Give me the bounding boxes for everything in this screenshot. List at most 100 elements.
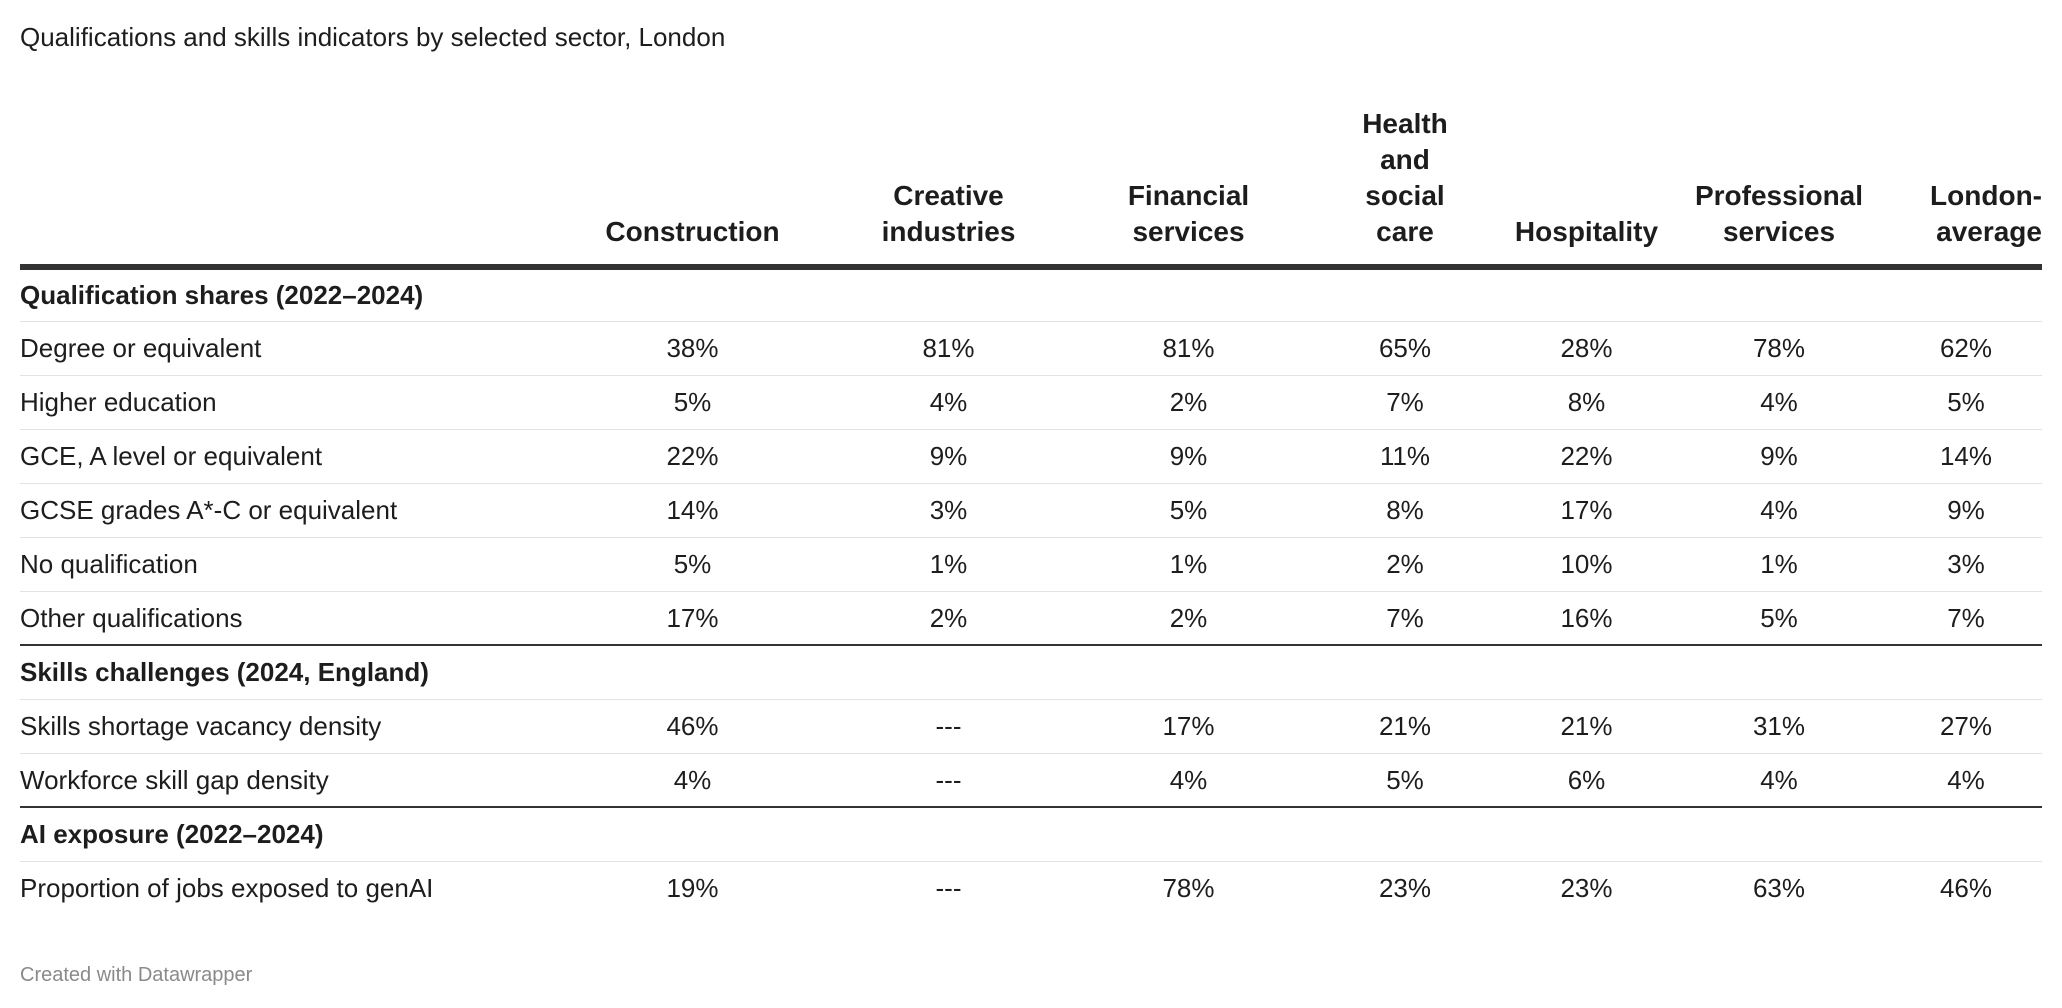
chart-title: Qualifications and skills indicators by …: [20, 22, 726, 52]
table-row: GCE, A level or equivalent 22% 9% 9% 11% 22% 9…: [20, 429, 2042, 484]
section-header-row: Qualification shares (2022–2024): [20, 267, 2042, 322]
value-cell: 19%: [666, 873, 719, 904]
value-cell: 11%: [1305, 429, 1505, 484]
value-cell: 3%: [1890, 537, 2042, 592]
value-cell: 21%: [1505, 699, 1668, 754]
value-cell: 4%: [560, 753, 825, 808]
table-row: No qualification 5% 1% 1% 2% 10% 1% 3%: [20, 537, 2042, 592]
value-cell: 21%: [1305, 699, 1505, 754]
value-cell: 14%: [1890, 429, 2042, 484]
value-cell: 22%: [1505, 429, 1668, 484]
value-cell: 9%: [825, 429, 1072, 484]
value-cell: 27%: [1890, 699, 2042, 754]
value-cell: 81%: [1072, 321, 1305, 376]
column-header-health-social-care: Health and social care: [1305, 106, 1505, 270]
value-cell: 6%: [1505, 753, 1668, 808]
value-cell: 4%: [1668, 753, 1890, 808]
value-cell: ---: [825, 699, 1072, 754]
value-cell: 9%: [1668, 429, 1890, 484]
value-cell: 9%: [1072, 429, 1305, 484]
value-cell: 46%: [560, 699, 825, 754]
column-header-financial-services: Financial services: [1072, 106, 1305, 270]
column-header-creative-industries: Creative industries: [825, 106, 1072, 270]
section-title: AI exposure (2022–2024): [20, 807, 2042, 862]
row-label: GCE, A level or equivalent: [20, 429, 560, 484]
header-cell-empty: [20, 106, 560, 270]
value-cell: 17%: [1072, 699, 1305, 754]
value-cell: 81%: [825, 321, 1072, 376]
table-row: Skills shortage vacancy density 46% --- 17%…: [20, 699, 2042, 754]
value-cell: 78%: [1162, 873, 1215, 904]
value-cell: 5%: [1072, 483, 1305, 538]
value-cell: 4%: [1668, 375, 1890, 430]
section-title: Skills challenges (2024, England): [20, 645, 2042, 700]
table-row: GCSE grades A*-C or equivalent 14% 3% 5% 8% 1…: [20, 483, 2042, 538]
value-cell: 7%: [1305, 591, 1505, 646]
value-cell: 7%: [1890, 591, 2042, 646]
column-header-professional-services: Professional services: [1668, 106, 1890, 270]
header-row: Construction Creative industries Financi…: [20, 106, 2042, 270]
value-cell: 5%: [560, 375, 825, 430]
value-cell: 23%: [1560, 873, 1613, 904]
table-row: Workforce skill gap density 4% --- 4% 5% 6% 4%…: [20, 753, 2042, 808]
table-row: Degree or equivalent 38% 81% 81% 65% 28% 78% 62…: [20, 321, 2042, 376]
section-header-row: Skills challenges (2024, England): [20, 645, 2042, 700]
value-cell: 14%: [560, 483, 825, 538]
value-cell: 17%: [560, 591, 825, 646]
data-table: Construction Creative industries Financi…: [20, 106, 2042, 915]
value-cell: 10%: [1505, 537, 1668, 592]
row-label: Higher education: [20, 375, 560, 430]
section-title: Qualification shares (2022–2024): [20, 267, 2042, 322]
column-header-hospitality: Hospitality: [1505, 106, 1668, 270]
value-cell: 5%: [1890, 375, 2042, 430]
value-cell: 17%: [1505, 483, 1668, 538]
value-cell: 22%: [560, 429, 825, 484]
value-cell: 8%: [1505, 375, 1668, 430]
value-cell: 38%: [560, 321, 825, 376]
table-row: Proportion of jobs exposed to genAI 19% --…: [20, 861, 2042, 915]
value-cell: 3%: [825, 483, 1072, 538]
column-header-construction: Construction: [560, 106, 825, 270]
value-cell: 78%: [1668, 321, 1890, 376]
table-row: Higher education 5% 4% 2% 7% 8% 4% 5%: [20, 375, 2042, 430]
value-cell: 1%: [1072, 537, 1305, 592]
value-cell: 5%: [560, 537, 825, 592]
row-label: Skills shortage vacancy density: [20, 699, 560, 754]
value-cell: ---: [935, 873, 962, 904]
value-cell: 4%: [825, 375, 1072, 430]
column-header-london-average: London- average: [1890, 106, 2042, 270]
section-header-row: AI exposure (2022–2024): [20, 807, 2042, 862]
value-cell: 8%: [1305, 483, 1505, 538]
value-cell: 5%: [1305, 753, 1505, 808]
value-cell: 1%: [825, 537, 1072, 592]
value-cell: 16%: [1505, 591, 1668, 646]
value-cell: 4%: [1890, 753, 2042, 808]
value-cell: 46%: [1939, 873, 1993, 904]
value-cell: ---: [825, 753, 1072, 808]
row-label: Workforce skill gap density: [20, 753, 560, 808]
value-cell: 2%: [1072, 591, 1305, 646]
value-cell: 28%: [1505, 321, 1668, 376]
value-cell: 1%: [1668, 537, 1890, 592]
table-row: Other qualifications 17% 2% 2% 7% 16% 5% 7%: [20, 591, 2042, 646]
footer-credit: Created with Datawrapper: [20, 964, 253, 986]
row-label: Proportion of jobs exposed to genAI: [20, 873, 434, 904]
value-cell: 62%: [1890, 321, 2042, 376]
value-cell: 9%: [1890, 483, 2042, 538]
value-cell: 31%: [1668, 699, 1890, 754]
table-body: Qualification shares (2022–2024) Degree o…: [20, 267, 2042, 915]
row-label: Other qualifications: [20, 591, 560, 646]
row-label: GCSE grades A*-C or equivalent: [20, 483, 560, 538]
value-cell: 4%: [1072, 753, 1305, 808]
row-label: No qualification: [20, 537, 560, 592]
row-label: Degree or equivalent: [20, 321, 560, 376]
value-cell: 65%: [1305, 321, 1505, 376]
value-cell: 4%: [1668, 483, 1890, 538]
value-cell: 2%: [825, 591, 1072, 646]
value-cell: 2%: [1072, 375, 1305, 430]
value-cell: 2%: [1305, 537, 1505, 592]
value-cell: 63%: [1752, 873, 1806, 904]
value-cell: 23%: [1378, 873, 1432, 904]
value-cell: 5%: [1668, 591, 1890, 646]
